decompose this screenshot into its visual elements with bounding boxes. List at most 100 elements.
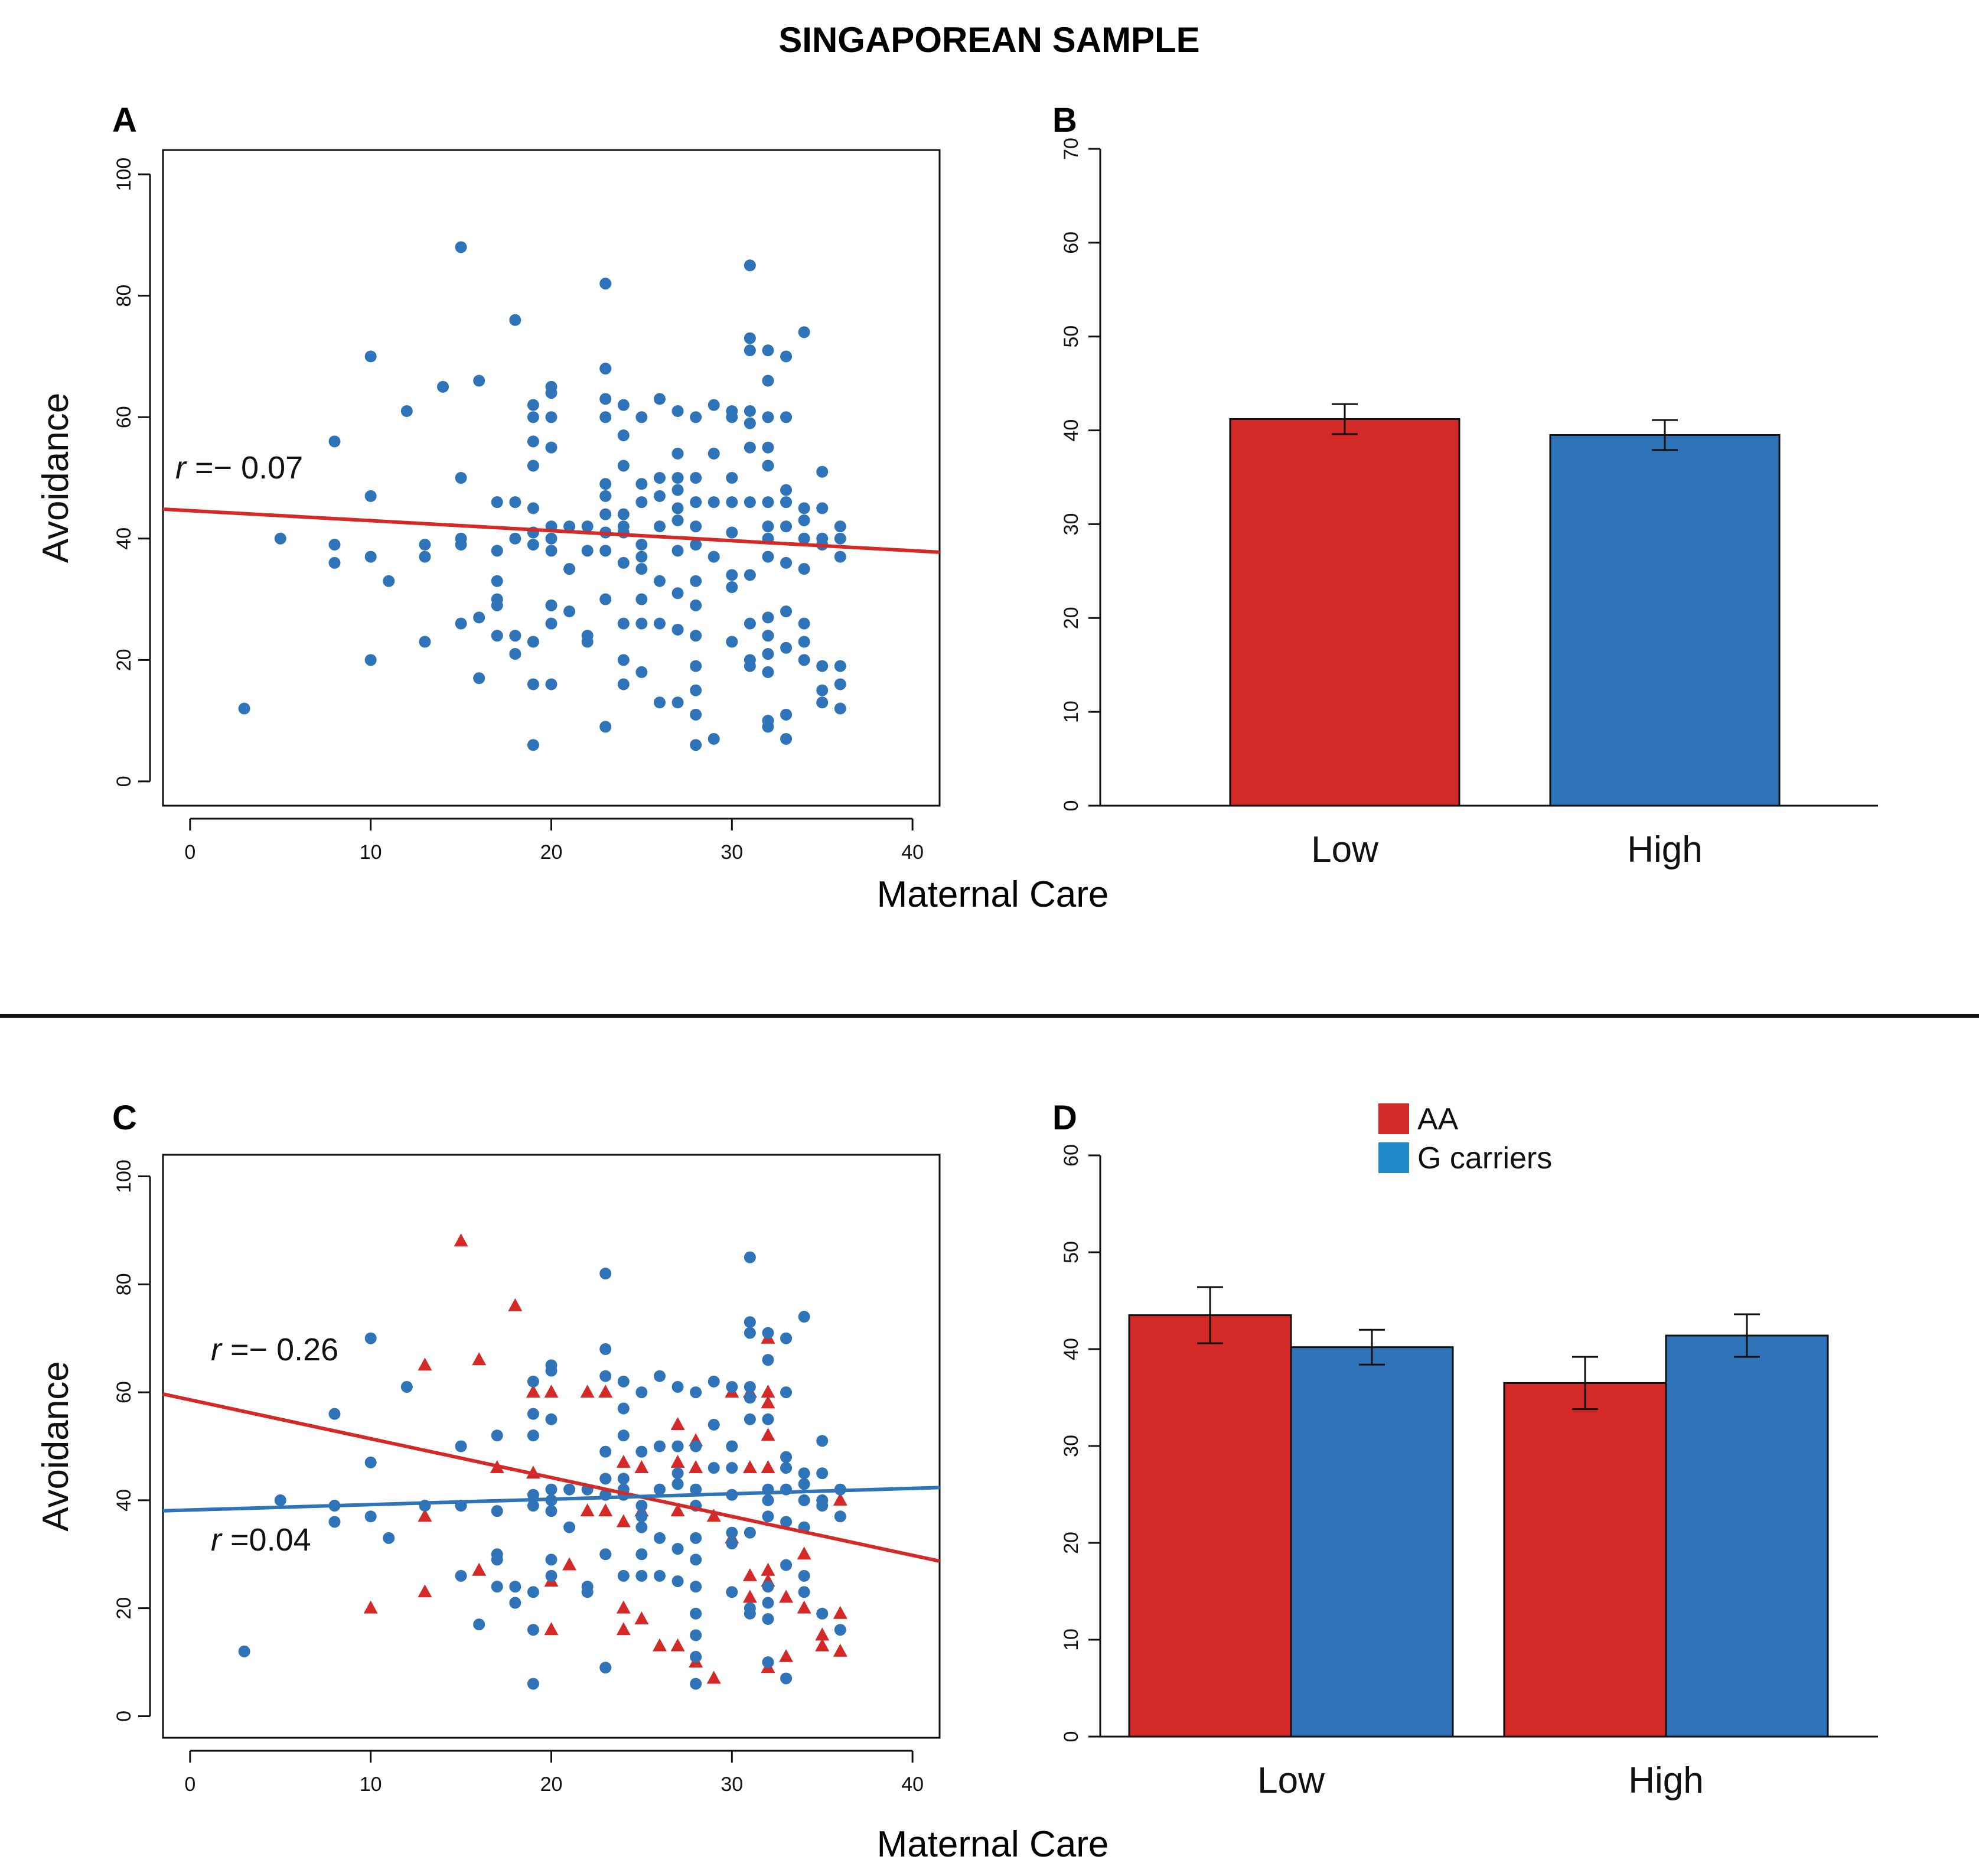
data-point bbox=[527, 1408, 539, 1420]
data-point bbox=[762, 374, 774, 387]
data-point bbox=[690, 1678, 702, 1690]
panel-a-scatter: 0 10 20 30 40 0 20 40 60 80 100 Avoidance r =− 0.07 bbox=[35, 149, 941, 864]
data-point bbox=[744, 259, 756, 272]
data-point bbox=[744, 1392, 756, 1404]
data-point bbox=[708, 447, 720, 460]
data-point-triangle bbox=[761, 1460, 775, 1474]
data-point bbox=[509, 630, 521, 642]
data-point bbox=[816, 660, 829, 672]
data-point bbox=[671, 1575, 684, 1587]
data-point bbox=[635, 496, 648, 509]
data-point bbox=[455, 617, 467, 630]
data-point bbox=[690, 1629, 702, 1641]
data-point bbox=[671, 514, 684, 526]
data-point bbox=[491, 599, 503, 611]
data-point bbox=[762, 1613, 774, 1625]
regression-line bbox=[162, 1392, 940, 1563]
data-point bbox=[400, 1380, 413, 1393]
y-tick-label: 10 bbox=[1060, 701, 1083, 723]
data-point bbox=[816, 502, 829, 514]
data-point-triangle bbox=[472, 1562, 487, 1576]
data-point bbox=[545, 545, 557, 557]
data-point bbox=[419, 551, 431, 563]
y-tick-label: 60 bbox=[1060, 1144, 1083, 1167]
category-label: Low bbox=[1257, 1760, 1325, 1801]
data-point bbox=[671, 502, 684, 514]
data-point bbox=[690, 1532, 702, 1544]
data-point bbox=[545, 532, 557, 545]
y-tick-label: 30 bbox=[1060, 513, 1083, 536]
data-point-triangle bbox=[616, 1622, 631, 1636]
data-point bbox=[690, 1553, 702, 1566]
panel-label-a: A bbox=[112, 101, 137, 139]
data-point-triangle bbox=[742, 1590, 757, 1603]
data-point bbox=[527, 1586, 539, 1598]
data-point bbox=[653, 520, 666, 533]
data-point bbox=[726, 1380, 738, 1393]
data-point bbox=[671, 472, 684, 484]
y-axis-label: Avoidance bbox=[35, 1361, 76, 1531]
figure-title: SINGAPOREAN SAMPLE bbox=[778, 20, 1199, 60]
x-tick-label: 20 bbox=[540, 841, 563, 864]
data-point bbox=[617, 1473, 630, 1485]
data-point bbox=[726, 496, 738, 509]
data-point bbox=[744, 660, 756, 672]
data-point bbox=[491, 575, 503, 587]
data-point bbox=[780, 496, 793, 509]
y-tick-label: 60 bbox=[113, 406, 135, 428]
panel-b-bar-chart: 0 10 20 30 40 50 60 70 Low High bbox=[1060, 138, 1878, 870]
data-point bbox=[509, 496, 521, 509]
data-point bbox=[563, 1483, 576, 1496]
data-point bbox=[617, 460, 630, 472]
data-point bbox=[473, 374, 485, 387]
data-point-triangle bbox=[833, 1643, 847, 1657]
data-point bbox=[671, 1467, 684, 1480]
data-point bbox=[635, 563, 648, 575]
data-point bbox=[527, 678, 539, 691]
data-point bbox=[617, 617, 630, 630]
data-point bbox=[527, 636, 539, 648]
data-point bbox=[690, 539, 702, 551]
data-point bbox=[617, 508, 630, 520]
data-point bbox=[274, 532, 286, 545]
data-point bbox=[762, 1581, 774, 1593]
data-point bbox=[690, 520, 702, 533]
x-axis-label-top: Maternal Care bbox=[877, 874, 1109, 915]
data-point bbox=[545, 387, 557, 399]
data-point bbox=[762, 551, 774, 563]
data-point bbox=[274, 1494, 286, 1506]
data-point bbox=[635, 411, 648, 424]
category-label: High bbox=[1627, 829, 1703, 870]
data-point bbox=[780, 1462, 793, 1474]
regression-line bbox=[162, 1486, 940, 1513]
data-point bbox=[238, 1645, 250, 1657]
data-point bbox=[364, 1510, 377, 1523]
data-point-triangle bbox=[742, 1568, 757, 1581]
data-point bbox=[383, 575, 395, 587]
y-tick-label: 60 bbox=[113, 1381, 135, 1403]
data-point bbox=[780, 411, 793, 424]
category-label: High bbox=[1628, 1760, 1704, 1801]
data-point bbox=[599, 1548, 612, 1561]
data-point bbox=[527, 1624, 539, 1636]
data-point-triangle bbox=[363, 1600, 378, 1614]
data-point bbox=[581, 636, 594, 648]
data-point bbox=[545, 441, 557, 454]
data-point bbox=[617, 429, 630, 442]
bar bbox=[1290, 1346, 1454, 1738]
y-tick-label: 40 bbox=[1060, 419, 1083, 442]
data-point bbox=[744, 1316, 756, 1328]
data-point bbox=[364, 654, 377, 666]
data-point bbox=[744, 441, 756, 454]
panel-label-b: B bbox=[1052, 101, 1077, 139]
data-point bbox=[455, 472, 467, 484]
data-point bbox=[690, 496, 702, 509]
data-point bbox=[780, 1672, 793, 1685]
data-point bbox=[635, 1445, 648, 1458]
plot-frame bbox=[162, 149, 941, 807]
data-point bbox=[726, 526, 738, 539]
x-tick-label: 10 bbox=[360, 841, 382, 864]
data-point bbox=[671, 696, 684, 709]
y-tick-label: 100 bbox=[113, 1160, 135, 1193]
data-point bbox=[455, 1569, 467, 1582]
